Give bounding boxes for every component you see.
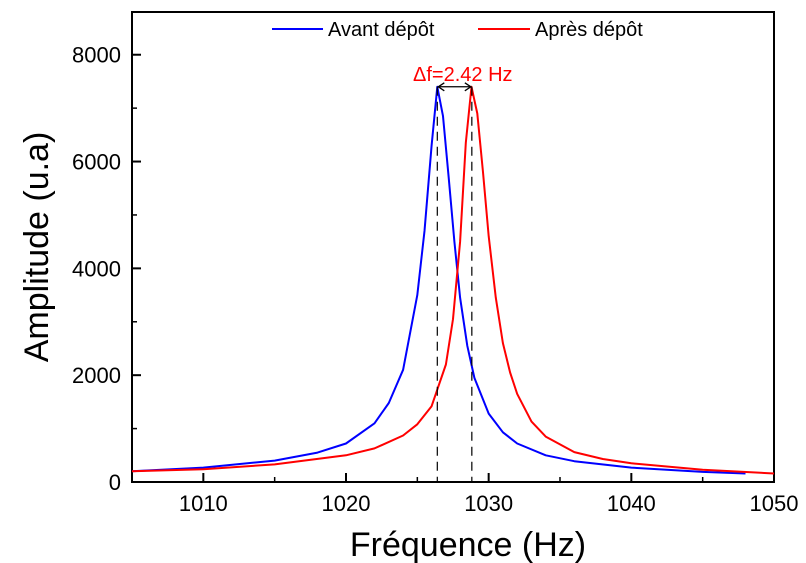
legend: Avant dépôt Après dépôt [272,19,643,41]
series-line-apres-depot [131,85,775,475]
x-tick-label: 1020 [322,491,371,516]
series-line-avant-depot [131,85,746,475]
y-axis-ticks: 0 2000 4000 6000 8000 [72,43,141,495]
series-layer [131,85,775,475]
legend-label-apres: Après dépôt [535,19,643,41]
x-axis-title: Fréquence (Hz) [350,526,586,563]
plot-frame [131,11,775,483]
legend-label-avant: Avant dépôt [328,19,435,41]
delta-f-annotation: Δf=2.42 Hz [413,64,513,86]
y-axis-title: Amplitude (u.a) [18,132,56,363]
x-tick-label: 1010 [179,491,228,516]
y-tick-label: 4000 [72,256,121,281]
delta-arrowhead-left [437,82,445,92]
y-tick-label: 8000 [72,43,121,68]
delta-arrowhead-right [464,82,473,92]
peak-markers [436,82,473,482]
x-axis-ticks: 1010 1020 1030 1040 1050 [131,473,799,516]
x-tick-label: 1050 [750,491,799,516]
y-tick-label: 6000 [72,150,121,175]
x-tick-label: 1040 [607,491,656,516]
x-tick-label: 1030 [464,491,513,516]
y-tick-label: 2000 [72,363,121,388]
y-tick-label: 0 [109,470,121,495]
